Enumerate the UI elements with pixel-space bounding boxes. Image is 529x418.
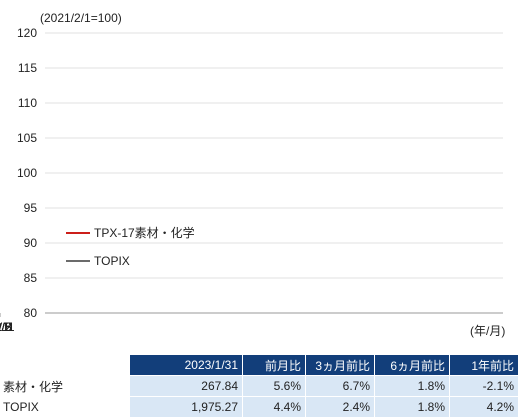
legend-label: TPX-17素材・化学 (94, 225, 195, 240)
x-tick-label: 21/5 (0, 320, 12, 334)
header-date: 2023/1/31 (130, 355, 243, 375)
row-label: 素材・化学 (3, 375, 130, 396)
table-row-topix: TOPIX 1,975.27 4.4% 2.4% 1.8% 4.2% (3, 396, 519, 417)
row-label: TOPIX (3, 396, 130, 417)
x-tick-label: 22/2 (0, 320, 12, 334)
y-tick-label: 110 (18, 96, 37, 110)
header-3m: 3ヵ月前比 (306, 355, 375, 375)
performance-table: 2023/1/31 前月比 3ヵ月前比 6ヵ月前比 1年前比 素材・化学 267… (3, 355, 519, 417)
gridlines (45, 32, 503, 314)
legend: TPX-17素材・化学 TOPIX (66, 225, 195, 268)
x-axis: 21/221/521/821/1122/222/522/822/11 (0, 313, 15, 334)
x-tick-label: 22/11 (0, 320, 15, 334)
x-tick-label: 22/5 (0, 320, 12, 334)
y-tick-label: 85 (24, 271, 38, 285)
cell-1y: -2.1% (450, 375, 519, 396)
x-tick-label: 21/2 (0, 320, 12, 334)
cell-level: 1,975.27 (130, 396, 243, 417)
legend-label: TOPIX (94, 254, 130, 268)
cell-3m: 2.4% (306, 396, 375, 417)
header-1m: 前月比 (243, 355, 306, 375)
cell-1y: 4.2% (450, 396, 519, 417)
cell-1m: 4.4% (243, 396, 306, 417)
x-axis-unit-label: (年/月) (470, 324, 505, 338)
y-tick-label: 105 (17, 131, 37, 145)
y-tick-label: 100 (17, 166, 37, 180)
y-tick-label: 115 (18, 61, 37, 75)
index-base-note: (2021/2/1=100) (40, 11, 122, 25)
cell-level: 267.84 (130, 375, 243, 396)
table-header-row: 2023/1/31 前月比 3ヵ月前比 6ヵ月前比 1年前比 (3, 355, 519, 375)
cell-6m: 1.8% (375, 375, 450, 396)
header-1y: 1年前比 (450, 355, 519, 375)
y-tick-label: 95 (24, 201, 38, 215)
x-tick-label: 21/8 (0, 320, 12, 334)
cell-3m: 6.7% (306, 375, 375, 396)
x-tick-label: 21/11 (0, 320, 15, 334)
y-tick-label: 80 (24, 306, 38, 320)
line-chart: (2021/2/1=100) 80 85 90 95 100 105 110 115 120 2… (0, 0, 505, 338)
header-6m: 6ヵ月前比 (375, 355, 450, 375)
cell-1m: 5.6% (243, 375, 306, 396)
y-tick-label: 90 (24, 236, 38, 250)
y-axis: 80 85 90 95 100 105 110 115 120 (17, 26, 37, 320)
y-tick-label: 120 (17, 26, 37, 40)
x-tick-label: 22/8 (0, 320, 12, 334)
table-corner (3, 355, 130, 375)
table-row-materials: 素材・化学 267.84 5.6% 6.7% 1.8% -2.1% (3, 375, 519, 396)
cell-6m: 1.8% (375, 396, 450, 417)
